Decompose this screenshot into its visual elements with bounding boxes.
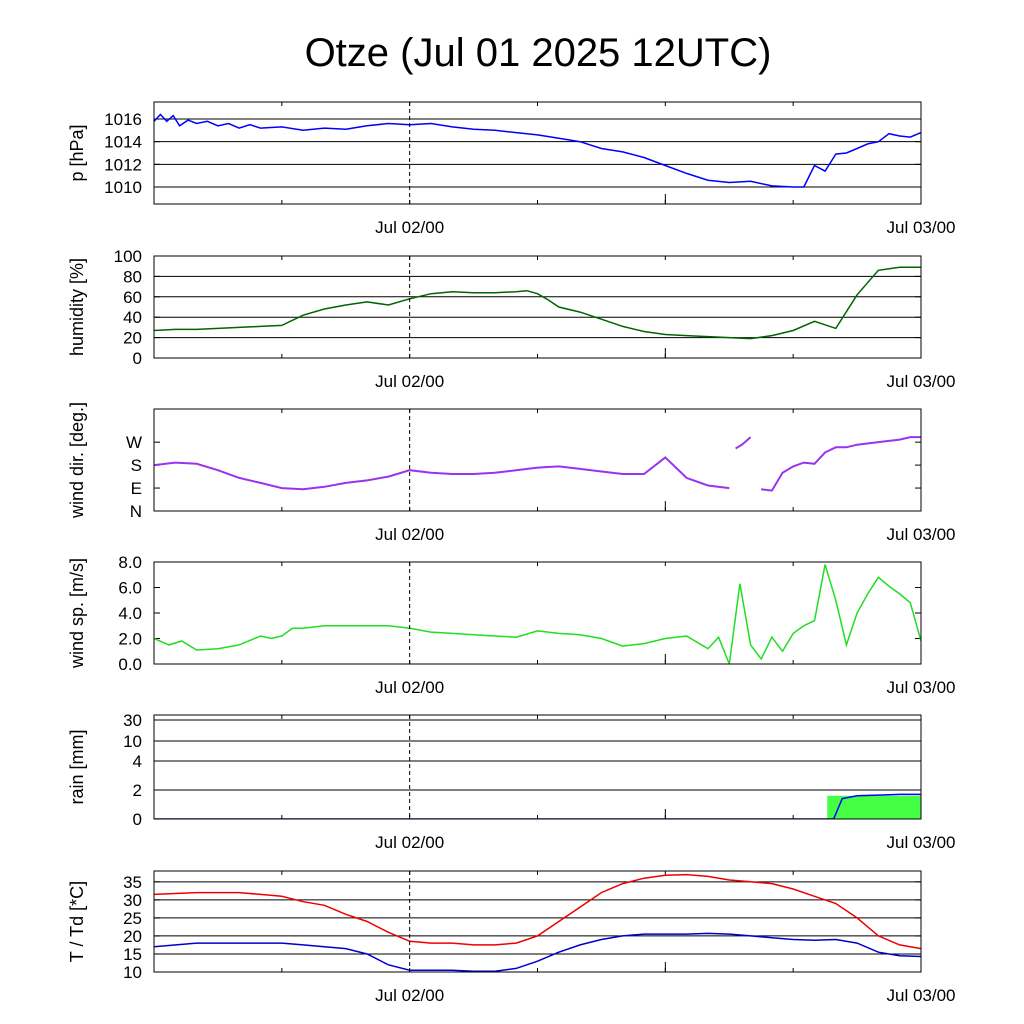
plot-frame <box>153 714 922 820</box>
wind-direction-trace <box>154 436 921 492</box>
plot-frame <box>153 561 922 665</box>
y-tick-label: 100 <box>114 247 142 266</box>
y-tick-label: 35 <box>123 873 142 892</box>
y-tick-label: 1016 <box>104 110 142 129</box>
y-tick-label: 1014 <box>104 133 142 152</box>
y-tick-label: 4 <box>133 752 142 771</box>
x-tick-label: Jul 02/00 <box>375 218 444 237</box>
x-tick-label: Jul 02/00 <box>375 833 444 852</box>
series-group <box>154 564 921 664</box>
plot-frame <box>153 255 922 359</box>
plot-frame <box>153 408 922 512</box>
y-tick-label: 20 <box>123 329 142 348</box>
y-tick-label: 0 <box>133 810 142 829</box>
y-tick-label: W <box>126 433 142 452</box>
series-group <box>154 873 921 972</box>
y-axis-label: wind sp. [m/s] <box>67 558 87 669</box>
panel-wind-speed: 0.0 2.0 4.0 6.0 8.0 Jul 02/00 Jul 03/00 wind sp… <box>67 553 956 697</box>
y-tick-label: 0 <box>133 349 142 368</box>
y-axis-label: p [hPa] <box>67 124 87 181</box>
plot-frame <box>153 870 922 973</box>
y-tick-label: 2.0 <box>118 630 142 649</box>
x-tick-label: Jul 02/00 <box>375 525 444 544</box>
y-tick-label: 15 <box>123 945 142 964</box>
y-tick-label: E <box>131 479 142 498</box>
x-tick-label: Jul 03/00 <box>887 833 956 852</box>
series-group <box>154 793 921 819</box>
x-tick-label: Jul 03/00 <box>887 678 956 697</box>
chart-title: Otze (Jul 01 2025 12UTC) <box>305 31 772 75</box>
y-tick-label: 1012 <box>104 155 142 174</box>
series-group <box>154 266 921 340</box>
x-tick-label: Jul 02/00 <box>375 372 444 391</box>
x-tick-label: Jul 03/00 <box>887 372 956 391</box>
y-tick-label: 40 <box>123 308 142 327</box>
y-tick-label: 25 <box>123 909 142 928</box>
y-tick-label: N <box>130 502 142 521</box>
rain-bar <box>827 795 921 819</box>
x-tick-label: Jul 03/00 <box>887 986 956 1005</box>
y-tick-label: S <box>131 456 142 475</box>
y-tick-label: 0.0 <box>118 655 142 674</box>
x-tick-label: Jul 02/00 <box>375 986 444 1005</box>
plot-frame <box>153 101 922 205</box>
panel-rain: 0 2 410 30 Jul 02/00 Jul 03/00 rain [mm] <box>67 711 956 852</box>
x-tick-label: Jul 03/00 <box>887 218 956 237</box>
rain-line <box>154 793 921 819</box>
y-tick-label: 6.0 <box>118 579 142 598</box>
t-temperature-line <box>154 873 921 950</box>
panel-pressure: 1010 1012 1014 1016 Jul 02/00 Jul 03/00 p [hPa… <box>67 101 956 237</box>
wind-speed-line <box>154 564 921 664</box>
y-axis-label: wind dir. [deg.] <box>67 402 87 519</box>
y-tick-label: 80 <box>123 267 142 286</box>
y-axis-label: humidity [%] <box>67 258 87 356</box>
x-tick-label: Jul 02/00 <box>375 678 444 697</box>
series-group <box>154 113 921 188</box>
y-tick-label: 10 <box>123 963 142 982</box>
series-group <box>154 436 921 492</box>
td-temperature-line <box>154 932 921 972</box>
y-tick-label: 30 <box>123 711 142 730</box>
x-tick-label: Jul 03/00 <box>887 525 956 544</box>
y-tick-label: 60 <box>123 288 142 307</box>
y-axis-label: rain [mm] <box>67 729 87 804</box>
y-tick-label: 1010 <box>104 178 142 197</box>
y-axis-label: T / Td [*C] <box>67 881 87 962</box>
y-tick-label: 20 <box>123 927 142 946</box>
y-tick-label: 4.0 <box>118 604 142 623</box>
y-tick-label: 30 <box>123 891 142 910</box>
y-tick-label: 2 <box>133 781 142 800</box>
humidity-line <box>154 266 921 340</box>
y-tick-label: 8.0 <box>118 553 142 572</box>
y-tick-label: 10 <box>123 732 142 751</box>
pressure-line <box>154 113 921 188</box>
